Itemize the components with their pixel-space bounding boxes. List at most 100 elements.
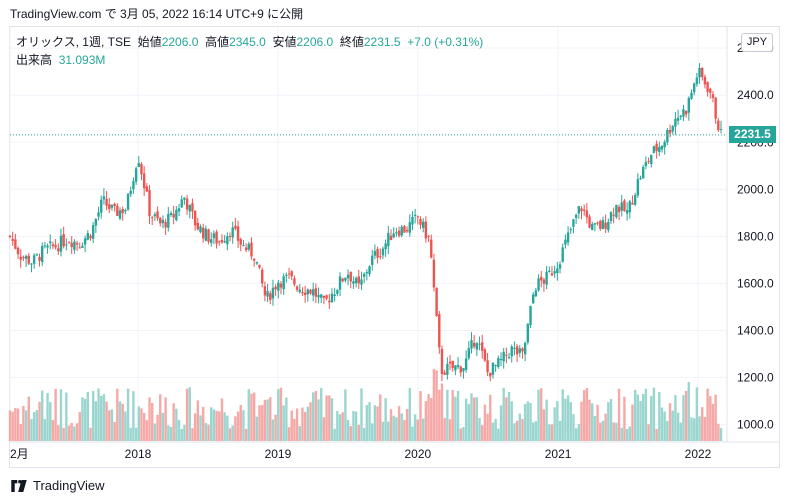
candle-body	[354, 277, 358, 284]
volume-bar	[577, 424, 581, 441]
volume-bar	[220, 398, 224, 441]
volume-bar	[177, 419, 181, 441]
candle-body	[534, 290, 538, 297]
candle-body	[553, 271, 556, 274]
volume-bar	[719, 427, 723, 441]
candle-body	[532, 294, 535, 304]
volume-bar	[362, 427, 366, 441]
volume-bar	[129, 427, 132, 441]
candle-body	[379, 256, 382, 258]
candle-body	[201, 227, 205, 239]
volume-bar	[258, 405, 261, 441]
volume-bar	[628, 426, 631, 441]
candle-body	[129, 190, 132, 195]
candle-body	[236, 226, 240, 241]
volume-bar	[692, 418, 696, 441]
volume-bar	[167, 425, 170, 441]
candle-body	[75, 243, 79, 245]
candle-body	[89, 235, 92, 239]
candle-body	[306, 289, 310, 295]
volume-bar	[671, 410, 674, 441]
candle-body	[373, 250, 377, 256]
volume-bar	[14, 408, 17, 441]
volume-bar	[8, 410, 12, 441]
candle-body	[416, 216, 420, 218]
candle-body	[381, 248, 385, 256]
candle-body	[14, 239, 17, 249]
candle-body	[247, 243, 250, 250]
volume-bar	[591, 403, 594, 441]
volume-bar	[405, 409, 409, 441]
volume-bar	[134, 427, 138, 441]
candle-body	[564, 239, 567, 245]
candle-body	[341, 278, 344, 282]
candle-body	[287, 273, 291, 275]
currency-button[interactable]: JPY	[741, 33, 773, 52]
candle-body	[676, 117, 680, 121]
candle-body	[65, 244, 68, 246]
volume-bar	[462, 427, 465, 441]
candle-body	[620, 202, 623, 211]
volume-bar	[502, 387, 505, 441]
candle-body	[446, 364, 449, 375]
volume-bar	[282, 405, 285, 441]
candle-body	[263, 286, 267, 296]
candle-body	[389, 235, 393, 241]
candle-body	[365, 272, 369, 274]
candle-body	[145, 186, 149, 192]
candle-body	[43, 245, 47, 247]
volume-bar	[515, 420, 519, 441]
volume-bar	[510, 401, 513, 441]
volume-bar	[684, 390, 688, 441]
volume-bar	[352, 410, 355, 441]
volume-bar	[242, 410, 245, 441]
candle-body	[30, 263, 33, 265]
volume-bar	[478, 418, 481, 441]
candle-body	[234, 225, 237, 229]
candle-body	[169, 212, 173, 215]
volume-bar	[83, 398, 87, 441]
volume-bar	[236, 411, 240, 441]
candle-body	[153, 214, 157, 217]
candle-body	[695, 77, 699, 85]
low-value: 2206.0	[296, 35, 334, 49]
volume-bar	[451, 390, 454, 441]
volume-bar	[341, 412, 344, 441]
candle-body	[309, 289, 312, 294]
volume-bar	[22, 405, 25, 441]
volume-bar	[336, 410, 339, 441]
candle-body	[223, 241, 226, 243]
volume-bar	[703, 417, 707, 441]
candle-body	[639, 178, 642, 180]
volume-bar	[269, 397, 272, 441]
volume-bar	[231, 425, 234, 441]
volume-bar	[376, 406, 379, 441]
volume-bar	[153, 423, 157, 441]
candle-body	[545, 271, 548, 285]
volume-bar	[435, 370, 438, 441]
candle-body	[110, 204, 114, 208]
candle-body	[11, 238, 14, 241]
candle-body	[255, 261, 259, 264]
volume-bar	[365, 405, 369, 441]
open-label: 始値	[137, 35, 162, 49]
volume-bar	[497, 428, 500, 441]
candle-body	[228, 236, 232, 238]
candle-body	[623, 200, 626, 212]
volume-bar	[636, 394, 640, 441]
volume-bar	[569, 402, 572, 441]
volume-bar	[223, 412, 226, 441]
time-tick-label: 2018	[125, 447, 152, 461]
candle-body	[159, 217, 162, 224]
candle-body	[491, 362, 495, 375]
candle-body	[210, 239, 213, 243]
volume-bar	[228, 428, 232, 441]
volume-bar	[346, 419, 350, 441]
volume-bar	[553, 407, 556, 441]
candle-body	[650, 154, 653, 164]
candle-body	[601, 219, 605, 230]
candle-body	[647, 160, 650, 162]
volume-bar	[470, 393, 473, 441]
candle-body	[548, 270, 551, 272]
